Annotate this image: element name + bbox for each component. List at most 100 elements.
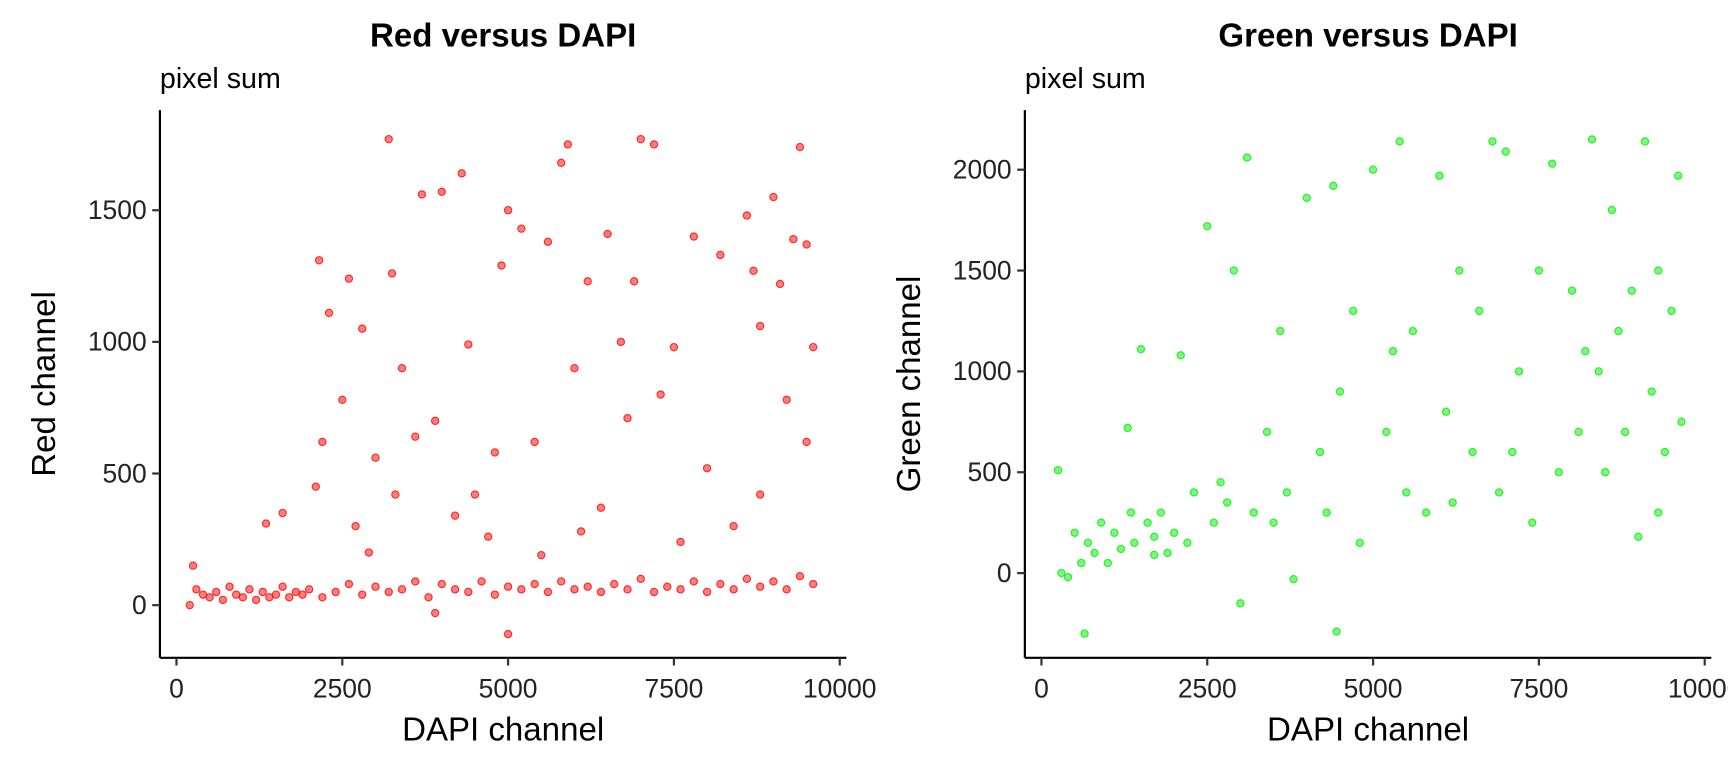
point bbox=[437, 579, 446, 589]
point bbox=[1282, 488, 1292, 497]
point bbox=[1080, 629, 1089, 638]
point bbox=[1581, 347, 1590, 356]
point bbox=[391, 490, 400, 499]
point bbox=[663, 582, 672, 591]
point bbox=[450, 511, 460, 520]
point bbox=[755, 321, 765, 331]
point bbox=[411, 432, 420, 441]
point bbox=[1348, 306, 1358, 316]
point bbox=[1627, 286, 1636, 295]
point bbox=[576, 527, 586, 536]
point bbox=[371, 582, 380, 591]
point bbox=[1083, 538, 1093, 548]
point bbox=[185, 600, 194, 610]
point bbox=[1053, 466, 1063, 475]
point bbox=[649, 587, 659, 597]
point bbox=[1554, 468, 1563, 477]
x-tick-label: 2500 bbox=[1178, 673, 1237, 703]
point bbox=[570, 585, 579, 594]
point bbox=[1488, 137, 1497, 146]
point bbox=[809, 579, 818, 589]
point bbox=[1647, 387, 1656, 396]
point bbox=[1587, 135, 1597, 144]
point bbox=[1607, 205, 1617, 215]
point bbox=[1110, 528, 1119, 537]
point bbox=[205, 593, 214, 602]
point bbox=[384, 587, 393, 597]
point bbox=[1203, 221, 1212, 231]
point bbox=[1475, 306, 1484, 316]
point bbox=[1322, 508, 1331, 517]
point bbox=[1421, 508, 1431, 517]
point bbox=[318, 437, 327, 447]
point bbox=[689, 232, 699, 241]
point bbox=[225, 582, 234, 591]
point bbox=[1601, 468, 1610, 477]
x-tick-label: 7500 bbox=[645, 673, 704, 703]
y-tick-label: 1000 bbox=[88, 327, 147, 357]
point bbox=[1620, 427, 1630, 437]
point bbox=[490, 448, 500, 457]
chart-title: Green versus DAPI bbox=[1218, 17, 1517, 54]
point bbox=[1614, 326, 1623, 336]
point bbox=[424, 593, 433, 602]
point bbox=[324, 308, 334, 318]
point bbox=[464, 587, 473, 597]
point bbox=[384, 134, 393, 144]
point bbox=[1163, 548, 1172, 558]
point bbox=[537, 550, 546, 560]
point bbox=[1150, 532, 1159, 541]
point bbox=[314, 256, 324, 265]
point bbox=[1057, 568, 1066, 578]
point bbox=[669, 342, 679, 352]
point bbox=[470, 490, 480, 499]
point bbox=[497, 261, 506, 270]
point bbox=[1455, 266, 1464, 275]
point bbox=[344, 274, 354, 283]
point bbox=[397, 585, 407, 594]
point bbox=[530, 579, 539, 589]
point bbox=[556, 158, 566, 168]
point bbox=[623, 585, 632, 594]
point bbox=[304, 585, 314, 594]
point bbox=[676, 585, 685, 594]
point bbox=[749, 266, 758, 275]
point bbox=[1402, 488, 1411, 497]
point bbox=[1289, 574, 1298, 584]
x-axis-label: DAPI channel bbox=[402, 711, 604, 748]
point bbox=[676, 537, 685, 547]
point bbox=[570, 364, 579, 373]
point bbox=[1150, 550, 1159, 560]
point bbox=[484, 532, 493, 541]
point bbox=[1667, 306, 1676, 316]
point bbox=[1222, 498, 1232, 507]
point bbox=[1269, 518, 1278, 527]
point bbox=[623, 414, 632, 423]
point bbox=[1063, 572, 1073, 582]
point bbox=[702, 464, 712, 473]
point bbox=[1547, 159, 1557, 168]
point bbox=[358, 324, 367, 333]
point bbox=[261, 519, 271, 528]
point bbox=[218, 595, 228, 605]
point bbox=[755, 582, 765, 591]
point bbox=[1594, 367, 1603, 376]
x-tick-label: 10000 bbox=[803, 673, 877, 703]
point bbox=[1242, 153, 1252, 162]
point bbox=[358, 590, 367, 599]
point bbox=[530, 437, 539, 447]
x-tick-label: 0 bbox=[169, 673, 184, 703]
point bbox=[517, 224, 526, 233]
x-axis-label: DAPI channel bbox=[1267, 711, 1469, 748]
point bbox=[1514, 367, 1524, 376]
point bbox=[387, 269, 397, 278]
point bbox=[1329, 181, 1338, 191]
point bbox=[1448, 498, 1457, 507]
point bbox=[1677, 417, 1686, 427]
point bbox=[802, 240, 811, 249]
y-tick-label: 500 bbox=[968, 457, 1012, 487]
point bbox=[477, 577, 486, 586]
point bbox=[430, 608, 440, 618]
point bbox=[318, 593, 327, 602]
point bbox=[192, 585, 201, 594]
